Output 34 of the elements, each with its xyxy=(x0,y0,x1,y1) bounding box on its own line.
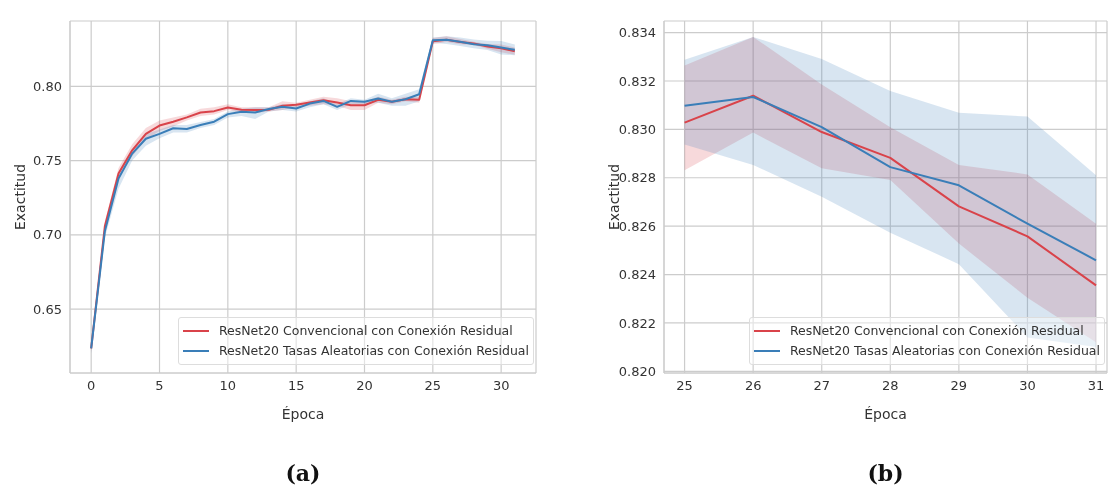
y-tick-label: 0.830 xyxy=(618,122,656,137)
x-tick-label: 20 xyxy=(356,378,373,394)
x-tick-label: 25 xyxy=(676,378,693,394)
legend-label: ResNet20 Convencional con Conexión Residual xyxy=(789,322,1084,340)
y-tick-label: 0.822 xyxy=(618,315,656,331)
text: (a) xyxy=(284,460,322,486)
legend-label: ResNet20 Tasas Aleatorias con Conexión Residual xyxy=(218,342,529,360)
y-tick-label: 0.70 xyxy=(33,227,62,243)
x-tick-label: 15 xyxy=(287,378,305,394)
y-tick-label: 0.828 xyxy=(618,170,656,186)
y-tick-label: 0.824 xyxy=(618,267,656,283)
y-tick-label: 0.75 xyxy=(33,153,62,169)
x-tick-label: 28 xyxy=(882,378,899,394)
x-tick-label: 27 xyxy=(813,378,830,394)
y-axis-title: Exactitud xyxy=(11,163,28,231)
y-tick-label: 0.820 xyxy=(618,363,656,379)
y-tick-label: 0.80 xyxy=(33,78,62,94)
text: (b) xyxy=(866,460,905,486)
legend-label: ResNet20 Tasas Aleatorias con Conexión Residual xyxy=(789,342,1100,360)
x-tick-label: 30 xyxy=(492,378,510,394)
y-tick-label: 0.65 xyxy=(33,301,62,317)
legend-label: ResNet20 Convencional con Conexión Residual xyxy=(218,322,513,340)
x-tick-label: 25 xyxy=(424,378,442,394)
y-tick-label: 0.834 xyxy=(618,25,656,41)
x-tick-label: 5 xyxy=(155,378,164,394)
x-tick-label: 0 xyxy=(87,378,96,394)
x-tick-label: 30 xyxy=(1019,378,1036,394)
x-axis-title: Época xyxy=(281,406,325,422)
x-axis-title: Época xyxy=(864,406,907,422)
x-tick-label: 29 xyxy=(950,378,968,394)
x-tick-label: 26 xyxy=(744,378,762,394)
y-tick-label: 0.832 xyxy=(618,73,656,89)
x-tick-label: 10 xyxy=(219,378,237,394)
x-tick-label: 31 xyxy=(1087,378,1105,394)
